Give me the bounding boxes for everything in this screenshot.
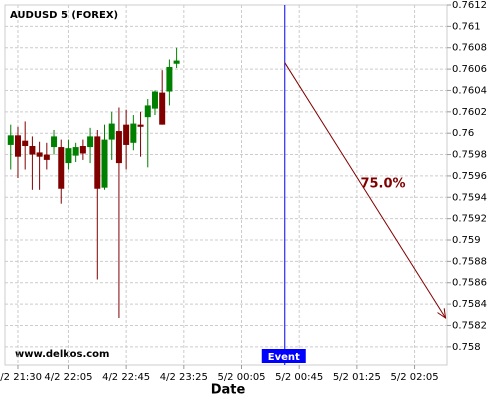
x-tick-label: 5/2 00:45 <box>275 372 323 383</box>
candle-body <box>22 140 29 147</box>
y-tick-label: 0.7596 <box>452 171 487 182</box>
x-tick-label: 5/2 00:05 <box>217 372 265 383</box>
forecast-arrow <box>284 62 446 318</box>
candle-body <box>115 131 122 164</box>
candle-body <box>14 135 21 157</box>
candle-body <box>36 152 43 157</box>
y-tick-label: 0.7592 <box>452 214 487 225</box>
y-tick-label: 0.7608 <box>452 43 487 54</box>
candle-body <box>29 146 36 155</box>
event-box <box>261 349 306 363</box>
x-tick-label: 5/2 02:05 <box>391 372 439 383</box>
candle-body <box>101 139 108 188</box>
y-tick-label: 0.761 <box>452 21 481 32</box>
event-label: Event <box>268 352 300 363</box>
y-tick-label: 0.7582 <box>452 320 487 331</box>
x-axis-title: Date <box>211 383 246 398</box>
x-tick-label: 4/2 22:45 <box>102 372 150 383</box>
y-tick-label: 0.76 <box>452 128 474 139</box>
watermark: www.delkos.com <box>15 349 109 360</box>
candle-body <box>108 123 115 140</box>
candle-body <box>166 66 173 92</box>
candle-body <box>87 136 94 148</box>
candle-body <box>151 91 158 109</box>
y-tick-label: 0.758 <box>452 342 481 353</box>
candle-body <box>79 146 86 154</box>
y-tick-label: 0.7612 <box>452 0 487 11</box>
candle-body <box>137 124 144 127</box>
x-tick-label: 4/2 21:30 <box>0 372 42 383</box>
x-tick-label: 5/2 01:25 <box>333 372 381 383</box>
y-tick-label: 0.7602 <box>452 107 487 118</box>
candle-body <box>144 105 151 118</box>
x-tick-label: 4/2 22:05 <box>44 372 92 383</box>
y-tick-label: 0.7598 <box>452 150 487 161</box>
candle-body <box>94 136 101 189</box>
candle-body <box>51 136 58 148</box>
y-tick-label: 0.7606 <box>452 64 487 75</box>
y-tick-label: 0.759 <box>452 235 481 246</box>
candle-body <box>173 60 180 64</box>
candle-body <box>65 148 72 164</box>
candle-body <box>159 92 166 125</box>
y-tick-label: 0.7594 <box>452 192 487 203</box>
forecast-label: 75.0% <box>360 177 405 192</box>
y-tick-label: 0.7584 <box>452 299 487 310</box>
candle-body <box>58 147 65 189</box>
candle-body <box>72 147 79 156</box>
candle-body <box>130 123 137 143</box>
candle-body <box>7 135 14 145</box>
chart-title: AUDUSD 5 (FOREX) <box>10 10 118 21</box>
y-tick-label: 0.7588 <box>452 256 487 267</box>
y-tick-label: 0.7586 <box>452 278 487 289</box>
y-tick-label: 0.7604 <box>452 85 487 96</box>
candle-body <box>43 154 50 160</box>
candle-body <box>123 124 130 145</box>
x-tick-label: 4/2 23:25 <box>160 372 208 383</box>
